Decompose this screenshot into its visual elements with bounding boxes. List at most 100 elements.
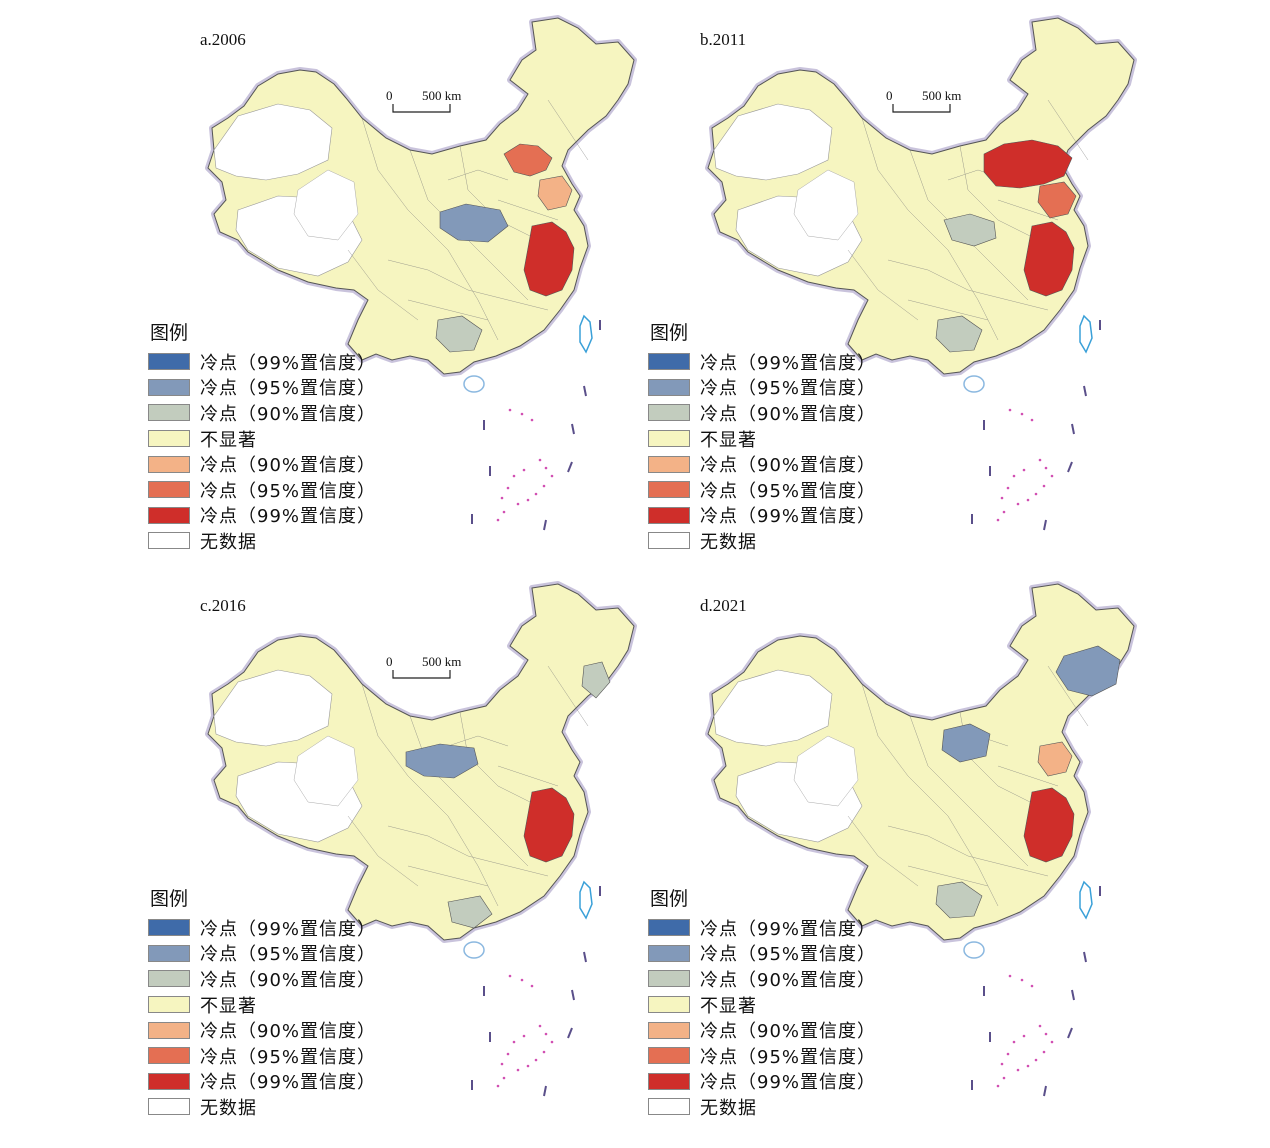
cluster-region-northwest-95 <box>405 743 479 779</box>
legend: 图例 冷点（99%置信度） 冷点（95%置信度） 冷点（90%置信度） 不显著 冷点（90… <box>148 884 408 1120</box>
legend-swatch <box>148 378 190 396</box>
south-sea-islands <box>996 974 1054 1088</box>
legend: 图例 冷点（99%置信度） 冷点（95%置信度） 冷点（90%置信度） 不显著 冷点（90… <box>148 318 408 554</box>
legend-label: 冷点（95%置信度） <box>700 944 877 966</box>
legend-swatch <box>148 1021 190 1039</box>
legend-item: 冷点（95%置信度） <box>148 1043 408 1069</box>
legend-label: 不显著 <box>200 429 257 451</box>
legend-swatch <box>148 919 190 937</box>
legend-label: 冷点（99%置信度） <box>700 1072 877 1094</box>
legend-item: 冷点（90%置信度） <box>648 400 908 426</box>
legend-item: 无数据 <box>648 528 908 554</box>
legend-swatch <box>148 353 190 371</box>
cluster-region-north-central-99 <box>941 723 991 763</box>
cluster-region-northeast-90 <box>581 661 611 699</box>
scale-bar: 0 500 km <box>386 654 506 684</box>
legend-label: 冷点（99%置信度） <box>200 352 377 374</box>
province-boundaries <box>847 665 1089 907</box>
legend-label: 不显著 <box>700 429 757 451</box>
province-boundaries <box>347 665 589 907</box>
legend-label: 冷点（90%置信度） <box>200 969 377 991</box>
legend-swatch <box>648 1047 690 1065</box>
no-data-region <box>793 735 859 807</box>
china-map <box>205 581 637 1097</box>
hainan-island <box>963 941 985 959</box>
country-outline <box>707 583 1135 941</box>
legend-item: 无数据 <box>648 1094 908 1120</box>
legend-item: 冷点（95%置信度） <box>148 477 408 503</box>
legend-swatch <box>148 506 190 524</box>
legend-swatch <box>148 996 190 1014</box>
hainan-island <box>463 375 485 393</box>
cluster-region-southwest-90 <box>935 315 983 353</box>
legend-swatch <box>648 1021 690 1039</box>
cluster-region-east-coast-99 <box>523 787 575 863</box>
legend-item: 冷点（90%置信度） <box>648 966 908 992</box>
legend-swatch <box>648 970 690 988</box>
legend-label: 冷点（90%置信度） <box>200 403 377 425</box>
legend-title: 图例 <box>650 888 689 910</box>
legend-title: 图例 <box>650 322 689 344</box>
scale-distance: 500 km <box>422 654 462 669</box>
no-data-region <box>713 669 833 747</box>
legend-swatch <box>648 919 690 937</box>
legend-swatch <box>148 944 190 962</box>
scale-bar: 0 500 km <box>886 88 1006 118</box>
legend-item: 冷点（90%置信度） <box>648 451 908 477</box>
legend-item: 冷点（99%置信度） <box>148 915 408 941</box>
legend-swatch <box>648 404 690 422</box>
china-map <box>205 15 637 531</box>
legend-label: 冷点（95%置信度） <box>700 1046 877 1068</box>
legend-swatch <box>648 1098 690 1116</box>
legend-item: 无数据 <box>148 1094 408 1120</box>
legend-item: 不显著 <box>148 426 408 452</box>
china-map <box>705 581 1137 1097</box>
legend-label: 冷点（99%置信度） <box>200 918 377 940</box>
legend-label: 不显著 <box>700 995 757 1017</box>
panel-title: a.2006 <box>200 30 246 49</box>
legend-swatch <box>648 1072 690 1090</box>
cluster-region-shandong-95 <box>1037 181 1077 219</box>
hainan-island <box>463 941 485 959</box>
legend-item: 不显著 <box>648 426 908 452</box>
cluster-region-north-china-99 <box>983 139 1073 189</box>
legend-title: 图例 <box>150 322 189 344</box>
legend-label: 冷点（90%置信度） <box>700 1021 877 1043</box>
legend-label: 冷点（99%置信度） <box>700 506 877 528</box>
legend-swatch <box>148 404 190 422</box>
cluster-region-east-coast-99 <box>1023 787 1075 863</box>
legend-swatch <box>148 430 190 448</box>
no-data-region <box>213 669 333 747</box>
legend-label: 冷点（90%置信度） <box>700 403 877 425</box>
legend-item: 冷点（99%置信度） <box>148 349 408 375</box>
legend-item: 冷点（95%置信度） <box>648 941 908 967</box>
country-outline <box>207 17 635 375</box>
hainan-island <box>963 375 985 393</box>
legend-swatch <box>148 1098 190 1116</box>
legend-label: 冷点（95%置信度） <box>700 378 877 400</box>
legend-swatch <box>648 378 690 396</box>
panel-title: b.2011 <box>700 30 747 49</box>
legend-item: 冷点（99%置信度） <box>648 349 908 375</box>
legend-swatch <box>148 532 190 550</box>
legend-item: 冷点（95%置信度） <box>148 941 408 967</box>
legend-label: 冷点（99%置信度） <box>700 918 877 940</box>
legend-swatch <box>648 481 690 499</box>
legend-item: 冷点（90%置信度） <box>648 1017 908 1043</box>
legend-label: 冷点（99%置信度） <box>700 352 877 374</box>
cluster-region-east-coast-99 <box>523 221 575 297</box>
legend: 图例 冷点（99%置信度） 冷点（95%置信度） 冷点（90%置信度） 不显著 冷点（90… <box>648 884 908 1120</box>
cluster-region-shandong-90 <box>537 175 573 211</box>
legend-label: 无数据 <box>200 1097 257 1119</box>
legend-label: 冷点（95%置信度） <box>200 378 377 400</box>
legend-item: 冷点（99%置信度） <box>648 503 908 529</box>
south-sea-boundary <box>471 320 601 531</box>
legend: 图例 冷点（99%置信度） 冷点（95%置信度） 冷点（90%置信度） 不显著 冷点（90… <box>648 318 908 554</box>
scale-zero: 0 <box>386 654 393 669</box>
panel-title: c.2016 <box>200 596 246 615</box>
legend-item: 冷点（90%置信度） <box>148 451 408 477</box>
no-data-region <box>213 103 333 181</box>
legend-label: 冷点（90%置信度） <box>700 969 877 991</box>
south-sea-boundary <box>971 886 1101 1097</box>
legend-swatch <box>148 1072 190 1090</box>
